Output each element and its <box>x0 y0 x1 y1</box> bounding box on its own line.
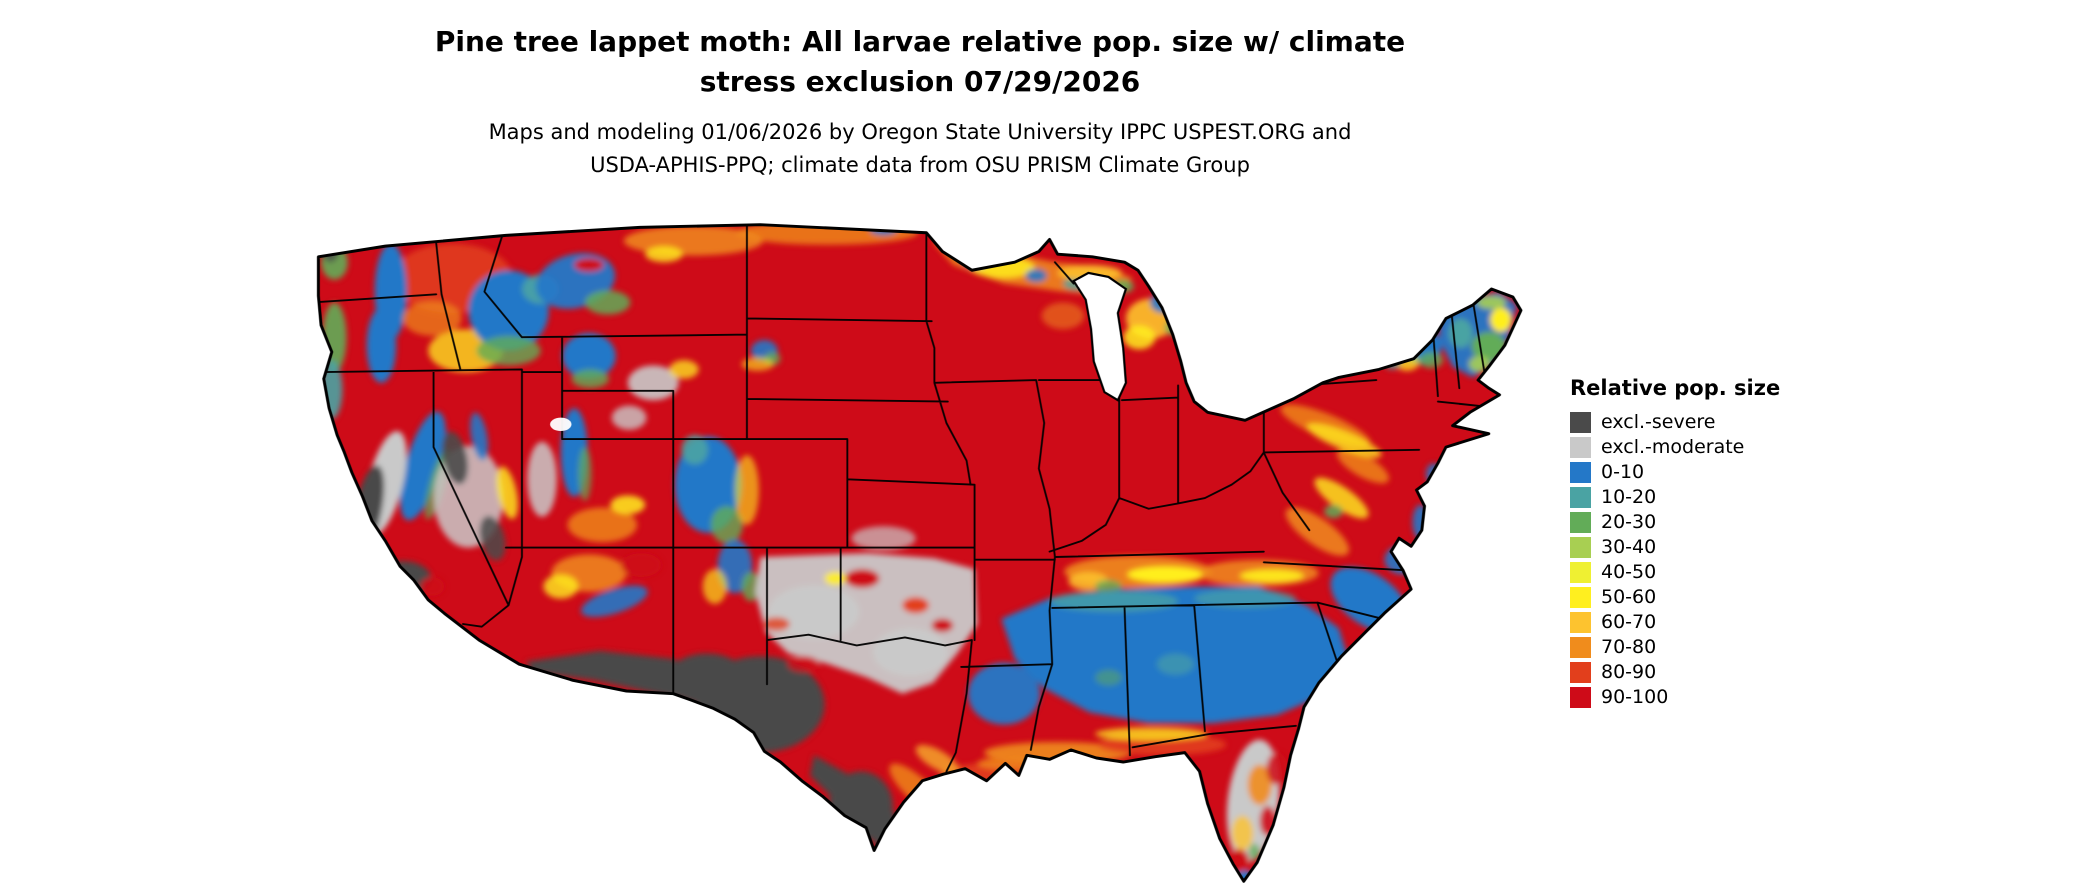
legend-swatch-40-50 <box>1570 562 1591 583</box>
legend-swatch-excl-severe <box>1570 412 1591 433</box>
legend-swatch-70-80 <box>1570 637 1591 658</box>
legend-item: 50-60 <box>1570 587 1830 608</box>
legend-label: excl.-severe <box>1601 411 1716 433</box>
page-header: Pine tree lappet moth: All larvae relati… <box>0 22 1840 182</box>
legend-label: excl.-moderate <box>1601 436 1745 458</box>
legend-item: 70-80 <box>1570 637 1830 658</box>
us-map-canvas <box>316 223 1523 883</box>
legend-swatch-60-70 <box>1570 612 1591 633</box>
page-subtitle-line2: USDA-APHIS-PPQ; climate data from OSU PR… <box>590 153 1250 177</box>
legend: Relative pop. size excl.-severe excl.-mo… <box>1570 376 1830 712</box>
legend-label: 0-10 <box>1601 461 1645 483</box>
legend-label: 90-100 <box>1601 686 1669 708</box>
legend-label: 10-20 <box>1601 486 1657 508</box>
legend-swatch-0-10 <box>1570 462 1591 483</box>
legend-item: 20-30 <box>1570 512 1830 533</box>
page-title-line2: stress exclusion 07/29/2026 <box>699 65 1141 98</box>
legend-swatch-90-100 <box>1570 687 1591 708</box>
legend-swatch-80-90 <box>1570 662 1591 683</box>
legend-swatch-excl-moderate <box>1570 437 1591 458</box>
lake-michigan <box>1072 271 1128 402</box>
legend-item: excl.-moderate <box>1570 437 1830 458</box>
legend-swatch-20-30 <box>1570 512 1591 533</box>
map-fill-layer <box>318 224 1521 882</box>
legend-item: 40-50 <box>1570 562 1830 583</box>
legend-label: 80-90 <box>1601 661 1657 683</box>
page-title-line1: Pine tree lappet moth: All larvae relati… <box>434 25 1406 58</box>
legend-swatch-30-40 <box>1570 537 1591 558</box>
us-outline <box>316 223 1523 883</box>
legend-swatch-10-20 <box>1570 487 1591 508</box>
page-subtitle: Maps and modeling 01/06/2026 by Oregon S… <box>0 116 1840 182</box>
legend-title: Relative pop. size <box>1570 376 1781 400</box>
legend-label: 70-80 <box>1601 636 1657 658</box>
legend-item: excl.-severe <box>1570 412 1830 433</box>
us-choropleth-map <box>305 222 1537 892</box>
legend-item: 90-100 <box>1570 687 1830 708</box>
legend-label: 60-70 <box>1601 611 1657 633</box>
great-salt-lake <box>550 417 572 432</box>
legend-item: 30-40 <box>1570 537 1830 558</box>
legend-item: 0-10 <box>1570 462 1830 483</box>
legend-label: 50-60 <box>1601 586 1657 608</box>
legend-item: 80-90 <box>1570 662 1830 683</box>
page-subtitle-line1: Maps and modeling 01/06/2026 by Oregon S… <box>488 120 1352 144</box>
legend-label: 20-30 <box>1601 511 1657 533</box>
legend-item: 10-20 <box>1570 487 1830 508</box>
legend-swatch-50-60 <box>1570 587 1591 608</box>
legend-label: 30-40 <box>1601 536 1657 558</box>
legend-item: 60-70 <box>1570 612 1830 633</box>
legend-label: 40-50 <box>1601 561 1657 583</box>
